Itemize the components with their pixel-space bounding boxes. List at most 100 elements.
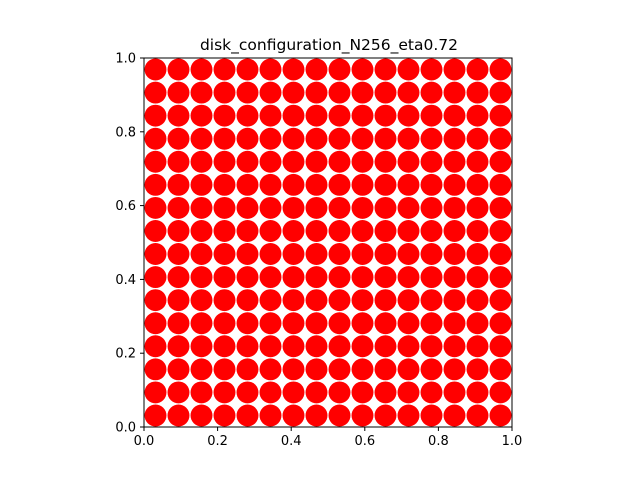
x-axis: 0.0 0.2 0.4 0.6 0.8 1.0: [134, 427, 523, 449]
x-tick-label: 0.6: [354, 434, 375, 449]
disk-point: [144, 358, 167, 381]
disk-point: [305, 150, 328, 173]
disk-point: [420, 335, 443, 358]
disk-point: [213, 381, 236, 404]
disk-point: [328, 404, 351, 427]
disk-point: [213, 243, 236, 265]
disk-point: [190, 358, 213, 381]
y-tick-label: 0.4: [115, 273, 136, 288]
disk-point: [420, 81, 443, 104]
disk-point: [374, 243, 397, 265]
disk-point: [397, 243, 420, 265]
disk-point: [397, 104, 420, 127]
disk-point: [282, 312, 305, 335]
disk-point: [190, 196, 213, 219]
disk-point: [489, 243, 512, 265]
disk-point: [328, 81, 351, 104]
disk-point: [397, 358, 420, 381]
disk-point: [397, 150, 420, 173]
disk-point: [167, 381, 190, 404]
disk-point: [167, 243, 190, 265]
disk-point: [305, 266, 328, 289]
disk-point: [213, 150, 236, 173]
disk-point: [236, 58, 259, 81]
disk-point: [236, 196, 259, 219]
disk-point: [144, 127, 167, 150]
disk-point: [466, 243, 489, 265]
disk-point: [374, 404, 397, 427]
disk-point: [305, 104, 328, 127]
disk-point: [466, 81, 489, 104]
disk-point: [236, 127, 259, 150]
disk-point: [190, 81, 213, 104]
disk-point: [305, 312, 328, 335]
disk-point: [259, 173, 282, 196]
disk-point: [466, 335, 489, 358]
disk-point: [236, 104, 259, 127]
disk-point: [282, 243, 305, 265]
disk-point: [259, 266, 282, 289]
disk-point: [351, 127, 374, 150]
disk-point: [213, 81, 236, 104]
disk-point: [466, 312, 489, 335]
disk-point: [259, 150, 282, 173]
disk-point: [190, 404, 213, 427]
disk-point: [190, 58, 213, 81]
disk-point: [351, 335, 374, 358]
disk-point: [305, 289, 328, 312]
disk-point: [489, 381, 512, 404]
y-tick-label: 1.0: [115, 52, 136, 67]
disk-point: [213, 266, 236, 289]
disk-point: [420, 266, 443, 289]
disk-point: [489, 58, 512, 81]
disk-point: [397, 196, 420, 219]
disk-point: [167, 173, 190, 196]
disk-point: [443, 358, 466, 381]
disk-point: [190, 381, 213, 404]
disk-point: [351, 81, 374, 104]
disk-point: [259, 312, 282, 335]
disk-point: [236, 404, 259, 427]
disk-point: [374, 220, 397, 242]
disk-point: [374, 335, 397, 358]
disk-point: [305, 58, 328, 81]
disk-point: [466, 58, 489, 81]
disk-point: [190, 127, 213, 150]
disk-point: [466, 358, 489, 381]
disk-point: [351, 220, 374, 242]
disk-point: [397, 335, 420, 358]
disk-point: [420, 58, 443, 81]
chart-title: disk_configuration_N256_eta0.72: [200, 36, 458, 55]
disk-point: [282, 266, 305, 289]
disk-point: [489, 127, 512, 150]
disk-point: [443, 173, 466, 196]
disk-point: [213, 289, 236, 312]
disk-point: [420, 127, 443, 150]
disk-point: [420, 150, 443, 173]
disk-point: [466, 381, 489, 404]
disk-point: [443, 150, 466, 173]
disk-point: [351, 58, 374, 81]
disk-point: [374, 289, 397, 312]
disk-point: [213, 58, 236, 81]
disk-point: [144, 381, 167, 404]
disk-point: [259, 358, 282, 381]
disk-point: [190, 173, 213, 196]
disk-point: [443, 104, 466, 127]
disk-point: [420, 404, 443, 427]
disk-point: [489, 335, 512, 358]
disk-point: [443, 335, 466, 358]
disk-point: [420, 196, 443, 219]
disk-point: [282, 58, 305, 81]
disk-point: [259, 381, 282, 404]
disk-point: [282, 381, 305, 404]
disk-point: [420, 289, 443, 312]
disk-point: [167, 335, 190, 358]
x-tick-label: 1.0: [502, 434, 523, 449]
disk-point: [167, 196, 190, 219]
x-tick-label: 0.4: [281, 434, 302, 449]
disk-point: [236, 381, 259, 404]
disk-point: [328, 289, 351, 312]
disk-point: [144, 289, 167, 312]
disk-point: [144, 312, 167, 335]
